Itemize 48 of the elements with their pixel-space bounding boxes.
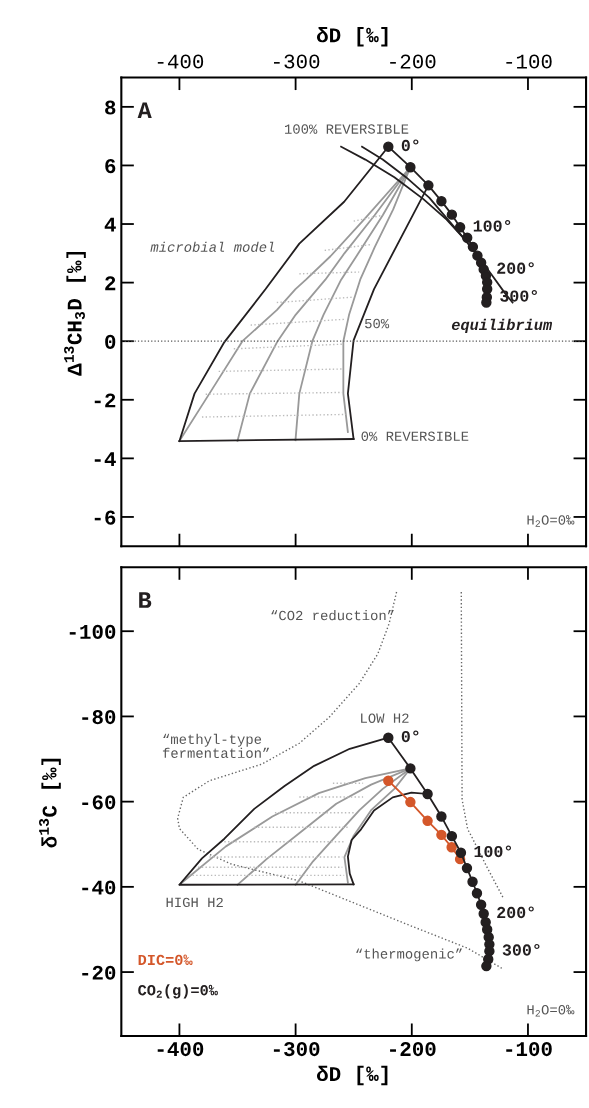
y-axis-title: δ$^{13}$C [‰]	[39, 758, 61, 848]
y-tick-label: -80	[82, 710, 116, 725]
annotation: 100°	[474, 845, 512, 858]
y-tick-label: -100	[69, 624, 116, 639]
text: CO$_{2}$(g)=0‰	[138, 984, 218, 999]
annotation: microbial model	[150, 241, 275, 252]
annotation: B	[139, 592, 152, 608]
y-tick-label: 0	[105, 334, 116, 349]
annotation: “methyl-type fermentation”	[162, 733, 270, 758]
y-axis-title: Δ$^{13}$CH$_{3}$D [‰]	[64, 251, 86, 376]
x-tick-label: -400	[157, 54, 204, 69]
x-tick-label: -200	[390, 54, 436, 69]
annotation: 200°	[497, 262, 534, 274]
annotation: “thermogenic”	[356, 948, 462, 962]
annotation: 0°	[401, 730, 419, 743]
y-tick-label: 4	[104, 217, 116, 232]
x-axis-title: δD [‰]	[316, 27, 388, 47]
annotation: “CO2 reduction”	[271, 610, 394, 621]
y-tick-label: -4	[94, 452, 116, 466]
y-tick-label: -20	[82, 965, 116, 980]
annotation: H$_{2}$O=0‰	[527, 1004, 575, 1017]
x-tick-label: -300	[273, 1042, 320, 1057]
annotation: H$_{2}$O=0‰	[527, 515, 575, 527]
x-tick-label: -200	[390, 1042, 436, 1057]
annotation: 0°	[401, 139, 419, 152]
annotation: 100°	[473, 219, 511, 232]
y-tick-label: -60	[82, 795, 116, 810]
y-tick-label: -2	[94, 393, 116, 408]
text: DIC=0‰	[138, 954, 193, 966]
x-tick-label: -400	[157, 1042, 204, 1057]
annotation: A	[137, 102, 152, 119]
x-tick-label: -100	[506, 1042, 552, 1057]
annotation: 300°	[502, 943, 540, 956]
y-tick-label: 6	[105, 159, 116, 174]
annotation: 200°	[497, 906, 534, 919]
y-tick-label: -6	[94, 510, 116, 525]
annotation: equilibrium	[451, 318, 552, 334]
x-tick-label: -300	[274, 54, 320, 69]
y-tick-label: 8	[105, 100, 116, 115]
x-tick-label: -100	[506, 54, 552, 69]
y-tick-label: -40	[82, 880, 116, 895]
x-axis-title: δD [‰]	[316, 1065, 388, 1086]
annotation: 50%	[365, 318, 390, 329]
annotation: 100% REVERSIBLE	[284, 124, 409, 134]
annotation: 0% REVERSIBLE	[361, 431, 469, 441]
annotation: LOW H2	[361, 713, 409, 723]
annotation: HIGH H2	[166, 897, 223, 908]
y-tick-label: 2	[105, 276, 116, 291]
